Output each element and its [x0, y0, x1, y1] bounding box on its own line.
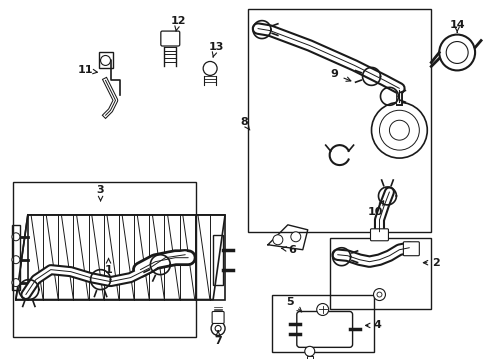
Circle shape [438, 35, 474, 71]
Text: 14: 14 [448, 19, 464, 32]
Bar [329, 238, 430, 310]
Circle shape [12, 233, 20, 241]
Circle shape [388, 120, 408, 140]
Bar [247, 9, 430, 232]
Circle shape [290, 232, 300, 242]
Text: 11: 11 [78, 66, 97, 76]
Text: 7: 7 [214, 331, 222, 346]
FancyBboxPatch shape [403, 242, 419, 256]
Bar [271, 294, 373, 352]
Text: 3: 3 [97, 185, 104, 201]
Circle shape [101, 55, 110, 66]
Bar [13, 182, 196, 337]
Circle shape [12, 256, 20, 264]
Circle shape [376, 292, 381, 297]
Text: 12: 12 [170, 15, 185, 31]
Text: 8: 8 [240, 117, 249, 130]
FancyBboxPatch shape [296, 311, 352, 347]
Text: 2: 2 [423, 258, 439, 268]
Polygon shape [267, 225, 307, 250]
Circle shape [379, 110, 419, 150]
Circle shape [12, 279, 20, 287]
Text: 9: 9 [330, 69, 350, 81]
FancyBboxPatch shape [161, 31, 180, 46]
Bar [213, 235, 223, 285]
Circle shape [203, 62, 217, 75]
Circle shape [211, 321, 224, 336]
Circle shape [304, 346, 314, 356]
Bar [99, 53, 112, 68]
Text: 4: 4 [365, 320, 381, 330]
Circle shape [272, 235, 282, 245]
Bar [306, 356, 312, 360]
Circle shape [215, 325, 221, 332]
Bar [28, 215, 224, 300]
Text: 10: 10 [367, 201, 383, 217]
FancyBboxPatch shape [212, 311, 224, 323]
Circle shape [446, 41, 467, 63]
Text: 1: 1 [104, 258, 112, 275]
Circle shape [371, 102, 427, 158]
Circle shape [373, 289, 385, 301]
Text: 6: 6 [281, 245, 295, 255]
Polygon shape [16, 215, 224, 300]
FancyBboxPatch shape [370, 229, 387, 241]
Bar [12, 225, 20, 289]
Text: 13: 13 [208, 41, 224, 57]
Circle shape [316, 303, 328, 315]
Text: 5: 5 [285, 297, 301, 312]
